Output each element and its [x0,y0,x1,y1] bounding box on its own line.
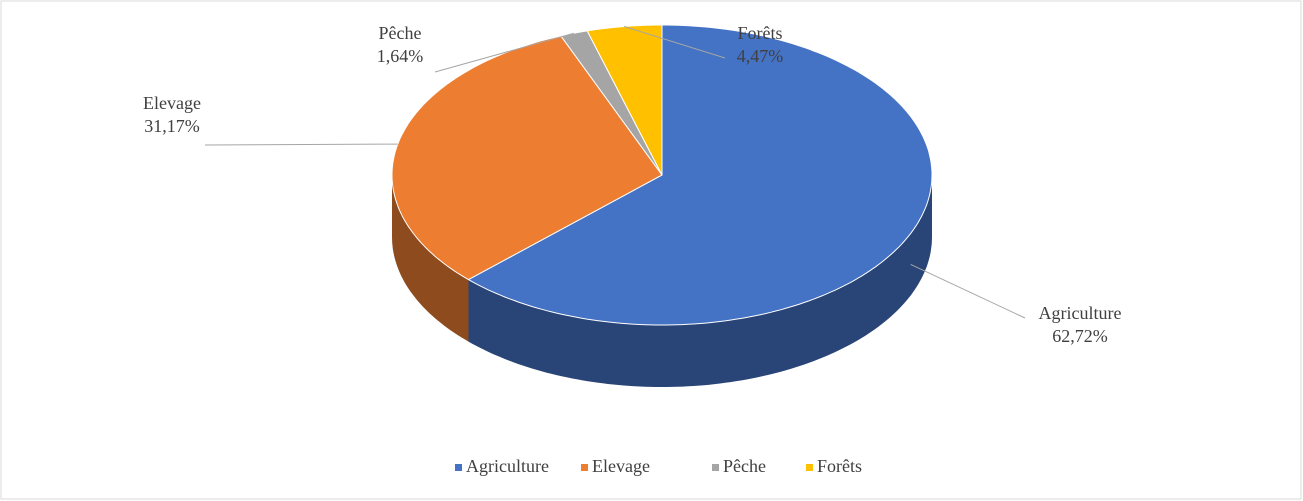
slice-side [392,175,469,342]
category-label: Elevage [143,93,201,113]
slice-side [468,175,932,387]
value-label: 31,17% [144,116,200,136]
legend-swatch [455,464,462,471]
legend-label: Elevage [592,456,650,476]
category-label: Agriculture [1039,303,1122,323]
legend-label: Pêche [723,456,766,476]
legend-label: Agriculture [466,456,549,476]
value-label: 4,47% [737,46,784,66]
legend-label: Forêts [817,456,862,476]
leader-line [910,263,1026,319]
legend-swatch [806,464,813,471]
category-label: Pêche [379,23,422,43]
slice [467,24,933,326]
leader-line [434,32,575,73]
leader-line [624,26,726,59]
legend-swatch [581,464,588,471]
category-label: Forêts [738,23,783,43]
legend-swatch [712,464,719,471]
value-label: 62,72% [1052,326,1108,346]
leader-line [204,143,398,146]
value-label: 1,64% [377,46,424,66]
